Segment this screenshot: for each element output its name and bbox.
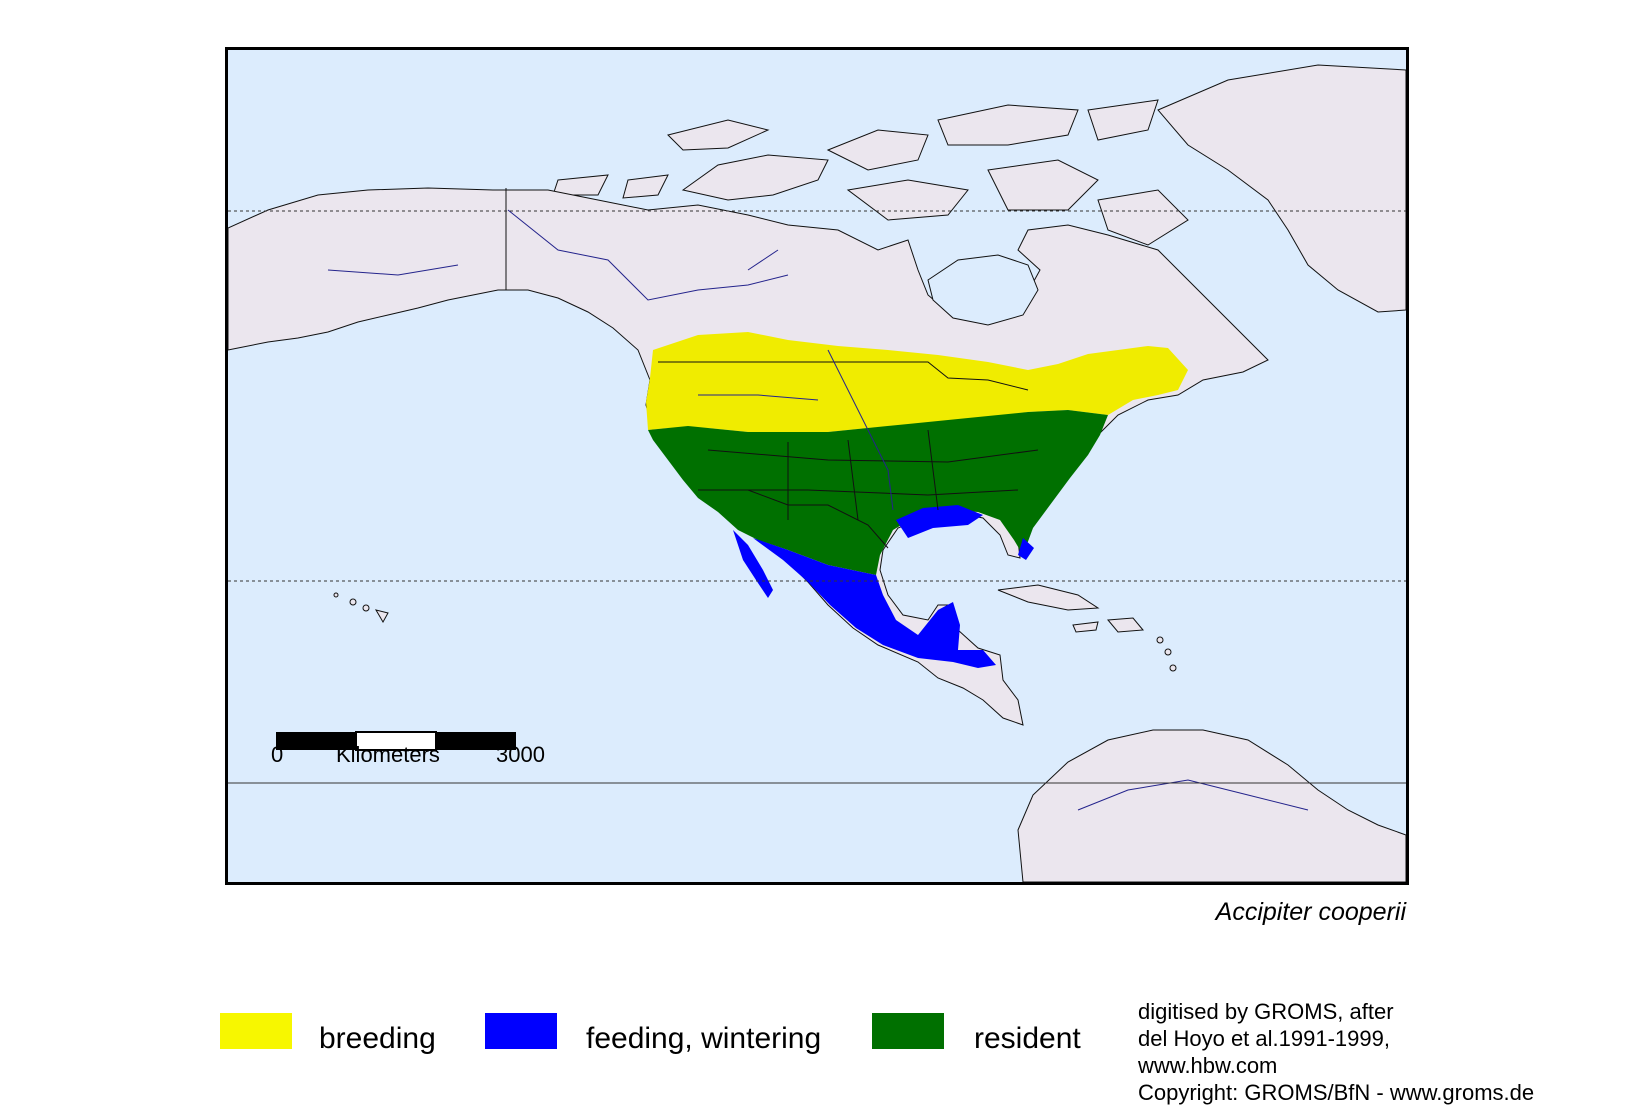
arctic-islands bbox=[552, 99, 1189, 246]
legend-swatch-wintering bbox=[485, 1013, 557, 1049]
legend-swatch-resident bbox=[872, 1013, 944, 1049]
scale-unit-label: Kilometers bbox=[336, 742, 440, 767]
legend-label-wintering: feeding, wintering bbox=[586, 1022, 822, 1055]
scale-bar-segment bbox=[436, 732, 516, 750]
legend-label-breeding: breeding bbox=[319, 1022, 436, 1055]
credits-line: digitised by GROMS, after bbox=[1138, 999, 1394, 1024]
political-borders bbox=[505, 188, 1039, 549]
range-map: 0 Kilometers 3000 bbox=[225, 47, 1409, 885]
map-canvas bbox=[228, 50, 1406, 882]
credits-copyright: Copyright: GROMS/BfN - www.groms.de bbox=[1138, 1080, 1535, 1105]
rivers bbox=[327, 209, 1309, 811]
caribbean-islands bbox=[997, 584, 1177, 672]
hudson-bay bbox=[927, 254, 1039, 326]
greenland-landmass bbox=[1157, 64, 1406, 313]
credits-line: del Hoyo et al.1991-1999, bbox=[1138, 1026, 1390, 1051]
scale-bar[interactable] bbox=[276, 731, 516, 751]
legend-label-resident: resident bbox=[974, 1022, 1081, 1055]
species-name: Accipiter cooperii bbox=[1215, 898, 1406, 926]
breeding-range bbox=[646, 332, 1188, 434]
scale-end-label: 3000 bbox=[496, 742, 545, 767]
hawaii-islands bbox=[333, 592, 389, 624]
credits-link[interactable]: www.hbw.com bbox=[1138, 1053, 1278, 1078]
scale-start-label: 0 bbox=[271, 742, 284, 767]
south-america-landmass bbox=[1017, 729, 1406, 882]
legend-swatch-breeding bbox=[220, 1013, 292, 1049]
scale-bar-segment bbox=[276, 732, 356, 750]
credits: digitised by GROMS, after del Hoyo et al… bbox=[1138, 998, 1534, 1106]
graticule bbox=[228, 210, 1406, 784]
